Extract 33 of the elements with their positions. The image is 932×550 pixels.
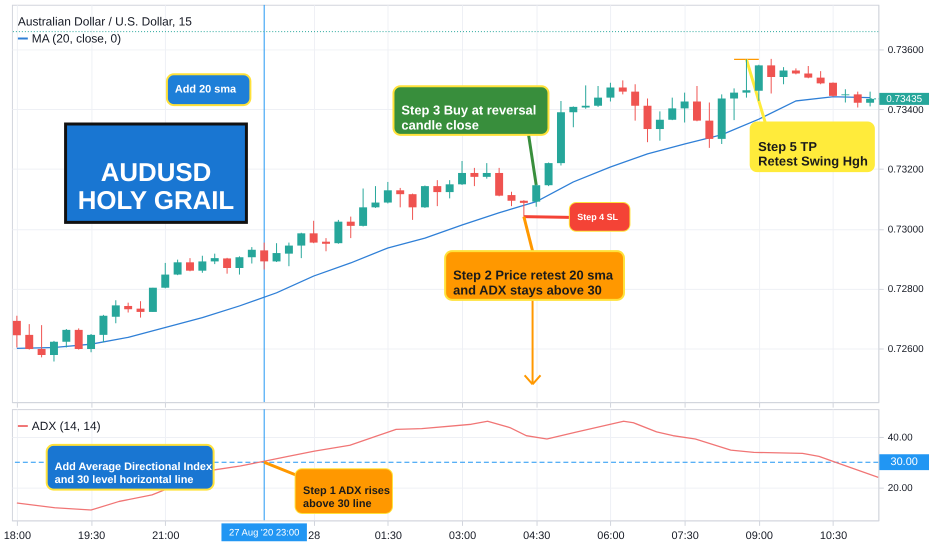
x-tick-label: 18:00	[4, 530, 32, 542]
ref-line-label: 30.00	[890, 456, 918, 468]
y-tick-label: 40.00	[888, 432, 914, 444]
annotation: Step 5 TP Retest Swing Hgh	[758, 138, 868, 169]
x-tick-label: 01:30	[374, 530, 402, 542]
y-tick-label: 0.73000	[888, 224, 924, 236]
annotation: Step 4 SL	[577, 212, 619, 222]
y-tick-label: 0.73600	[888, 45, 924, 56]
x-tick-label: 19:30	[78, 530, 106, 542]
y-tick-label: 0.73400	[888, 104, 924, 116]
x-tick-label: 21:00	[152, 530, 180, 542]
x-tick-label: 04:30	[523, 530, 550, 542]
annotation: Add 20 sma	[174, 84, 238, 96]
x-tick-label: 03:00	[448, 530, 476, 542]
annotation: Step 2 Price retest 20 sma and ADX stays above 30	[453, 267, 614, 298]
legend-label: MA (20, close, 0)	[32, 31, 122, 46]
x-tick-label: 06:00	[597, 530, 625, 542]
annotation: AUDUSD HOLY GRAIL	[78, 159, 234, 215]
y-tick-label: 0.72600	[888, 344, 924, 355]
x-tick-label: 07:30	[671, 530, 699, 542]
x-tick-label: 09:00	[746, 530, 773, 542]
x-tick-label: 10:30	[820, 530, 848, 542]
annotation: Add Average Directional Index and 30 level horizontal line	[54, 461, 212, 486]
y-tick-label: 0.73200	[888, 164, 924, 176]
legend-label: ADX (14, 14)	[32, 418, 101, 433]
annotation: Step 1 ADX rises above 30 line	[303, 485, 390, 510]
annotation: Step 3 Buy at reversal candle close	[401, 102, 536, 132]
y-tick-label: 0.72800	[888, 284, 924, 296]
text: Australian Dollar / U.S. Dollar, 15	[18, 14, 192, 29]
annotation: 0.73435	[886, 94, 923, 105]
ref-line-label: 27 Aug '20 23:00	[228, 526, 300, 538]
x-tick-label: 28	[308, 530, 320, 542]
y-tick-label: 20.00	[888, 483, 914, 494]
